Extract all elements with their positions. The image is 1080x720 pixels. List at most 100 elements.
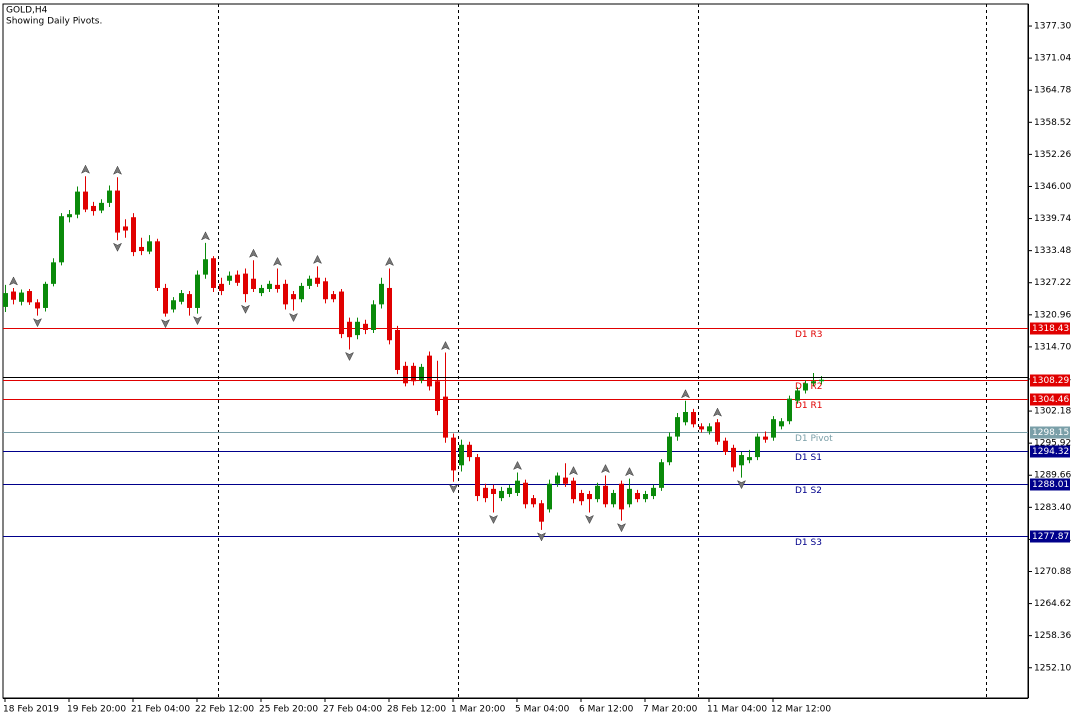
x-tick-label: 18 Feb 2019 xyxy=(3,705,59,715)
candle-body xyxy=(499,490,504,499)
candle-body xyxy=(667,436,672,463)
candle-body xyxy=(411,365,416,382)
fractal-down xyxy=(448,484,459,494)
candle-body xyxy=(51,262,56,284)
fractal-down xyxy=(488,514,499,525)
fractal-down xyxy=(616,523,627,533)
candle-body xyxy=(307,278,312,286)
candle-body xyxy=(475,457,480,497)
x-tick-label: 6 Mar 12:00 xyxy=(579,705,634,715)
candle-body xyxy=(467,444,472,458)
candle-body xyxy=(619,483,624,510)
pivot-name: D1 S1 xyxy=(795,453,822,463)
candle-body xyxy=(147,241,152,252)
fractal-down xyxy=(160,319,171,329)
candle-body xyxy=(539,503,544,522)
candle-body xyxy=(219,283,224,292)
candle-body xyxy=(75,191,80,215)
candle-body xyxy=(587,494,592,500)
candle-body xyxy=(787,398,792,422)
pivot-price-label: 1277.87 xyxy=(1032,532,1069,542)
candle-body xyxy=(315,277,320,284)
candle-body xyxy=(187,294,192,308)
candle-body xyxy=(723,440,728,452)
period-separators xyxy=(218,4,987,698)
candle-body xyxy=(259,287,264,294)
candle-body xyxy=(803,383,808,391)
candle-body xyxy=(403,365,408,384)
candle-body xyxy=(435,381,440,411)
candle-body xyxy=(531,498,536,505)
candle-body xyxy=(3,293,8,307)
pivot-price-label: 1298.15 xyxy=(1032,428,1069,438)
candle-body xyxy=(163,287,168,314)
fractal-down xyxy=(736,480,747,490)
candle-body xyxy=(11,291,16,300)
pivot-price-label: 1318.43 xyxy=(1032,324,1069,334)
candle-body xyxy=(99,202,104,211)
y-tick-label: 1283.40 xyxy=(1034,503,1071,513)
candle-body xyxy=(339,291,344,335)
candle-body xyxy=(643,494,648,500)
candle-body xyxy=(683,411,688,423)
fractal-down xyxy=(240,304,251,314)
candle-body xyxy=(611,492,616,505)
pivot-price-label: 1304.46 xyxy=(1032,395,1069,405)
candle-body xyxy=(291,294,296,300)
candle-body xyxy=(659,462,664,488)
y-tick-label: 1377.30 xyxy=(1034,22,1071,32)
candle-body xyxy=(739,455,744,466)
y-tick-label: 1264.62 xyxy=(1034,599,1071,609)
fractal-down xyxy=(584,514,595,525)
candle-body xyxy=(179,293,184,302)
y-tick-label: 1352.26 xyxy=(1034,150,1071,160)
candle-body xyxy=(443,396,448,438)
fractal-up xyxy=(512,460,523,471)
candle-body xyxy=(651,487,656,497)
pivot-price-box xyxy=(1030,445,1070,458)
fractal-down xyxy=(112,242,123,252)
x-tick-label: 7 Mar 20:00 xyxy=(643,705,698,715)
pivot-price-box xyxy=(1030,322,1070,335)
pivot-name: D1 S2 xyxy=(795,486,822,496)
candle-body xyxy=(595,485,600,500)
candle-body xyxy=(107,190,112,203)
y-tick-label: 1252.10 xyxy=(1034,663,1071,673)
chart-title: GOLD,H4 xyxy=(6,6,48,16)
fractal-up xyxy=(680,389,691,399)
candle-body xyxy=(699,426,704,430)
x-tick-label: 5 Mar 04:00 xyxy=(515,705,570,715)
candle-body xyxy=(123,226,128,231)
candle-body xyxy=(755,436,760,458)
pivot-name: D1 S3 xyxy=(795,538,822,548)
candle-body xyxy=(547,483,552,510)
candle-body xyxy=(115,190,120,233)
candle-body xyxy=(507,487,512,495)
y-tick-label: 1320.96 xyxy=(1034,310,1071,320)
x-tick-label: 19 Feb 20:00 xyxy=(67,705,126,715)
candle-body xyxy=(35,302,40,309)
x-tick-label: 28 Feb 12:00 xyxy=(387,705,446,715)
candle-body xyxy=(243,273,248,295)
candle-body xyxy=(59,216,64,263)
candle-body xyxy=(355,321,360,336)
fractal-up xyxy=(568,466,579,476)
x-tick-label: 21 Feb 04:00 xyxy=(131,705,190,715)
candle-body xyxy=(227,275,232,281)
candle-body xyxy=(771,419,776,438)
candle-body xyxy=(283,283,288,305)
pivot-price-box xyxy=(1030,530,1070,543)
candle-body xyxy=(275,284,280,289)
candle-body xyxy=(211,258,216,288)
candle-body xyxy=(395,329,400,370)
candle-body xyxy=(635,492,640,500)
candle-body xyxy=(203,259,208,275)
fractal-up xyxy=(624,467,635,477)
fractal-up xyxy=(248,248,259,258)
pivot-price-label: 1288.01 xyxy=(1032,480,1069,490)
fractal-up xyxy=(8,276,19,286)
candle-body xyxy=(371,304,376,330)
x-tick-label: 12 Mar 12:00 xyxy=(771,705,831,715)
candle-body xyxy=(235,274,240,283)
